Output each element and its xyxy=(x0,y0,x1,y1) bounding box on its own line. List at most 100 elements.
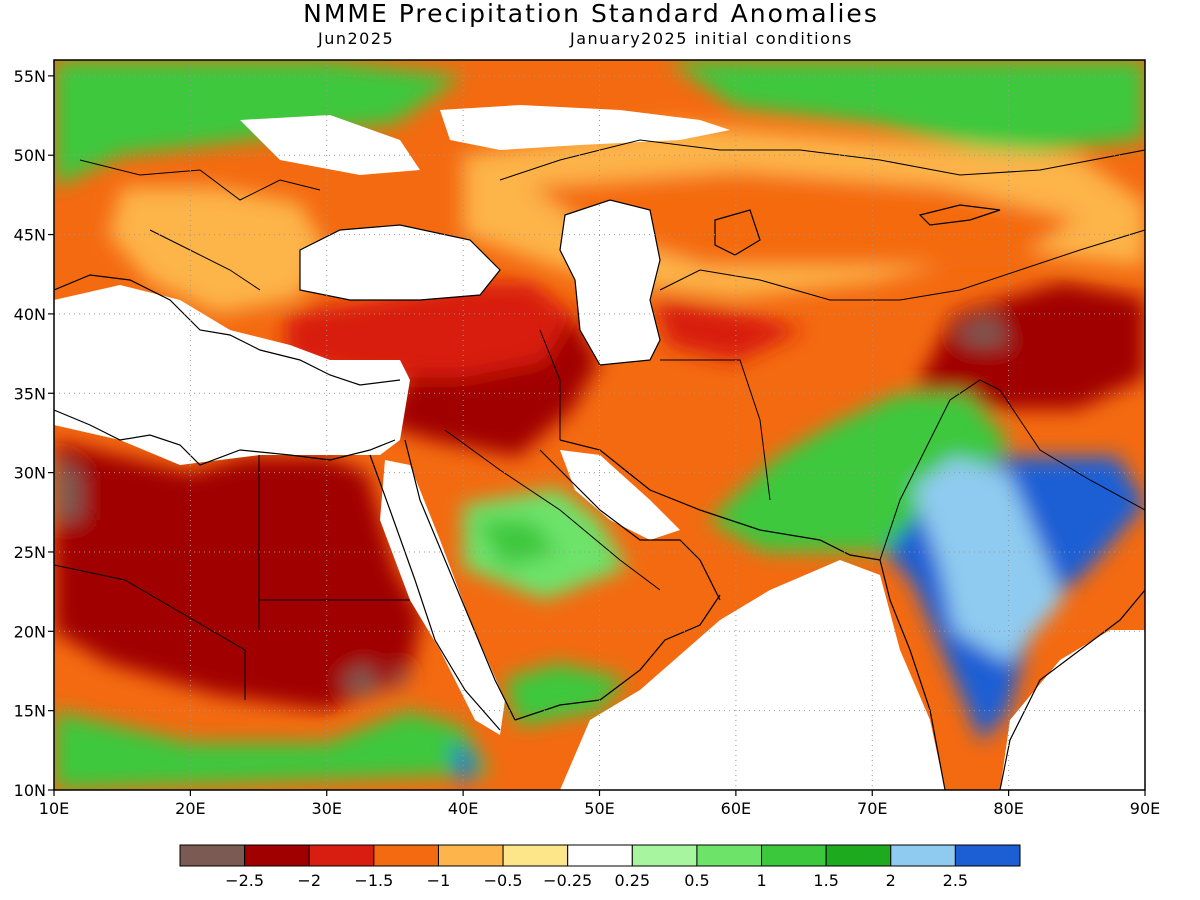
colorbar-swatch xyxy=(954,844,1021,867)
kazakh-border xyxy=(659,229,1145,301)
europe-borders xyxy=(79,159,321,291)
y-tick-label: 30N xyxy=(14,464,46,483)
red-sea-east-coast xyxy=(404,439,516,721)
region-arabia-green-2 xyxy=(476,520,559,568)
libya-chad-border xyxy=(54,564,246,700)
iran-coast xyxy=(559,439,881,561)
y-tick-label: 15N xyxy=(14,702,46,721)
gulf-coast xyxy=(539,449,721,601)
x-tick-label: 60E xyxy=(721,799,751,818)
caspian-coast xyxy=(559,199,661,366)
colorbar-label: 0.5 xyxy=(684,871,709,890)
colorbar-label: −2 xyxy=(297,871,321,890)
colorbar-label: −0.5 xyxy=(484,871,523,890)
initial-conditions-label: January2025 initial conditions xyxy=(570,29,853,48)
colorbar-label: −2.5 xyxy=(225,871,264,890)
graticule xyxy=(54,60,1145,790)
balkhash-coast xyxy=(918,204,1001,226)
x-tick-label: 90E xyxy=(1130,799,1160,818)
colorbar-label: 2.5 xyxy=(943,871,968,890)
black-sea-coast xyxy=(299,224,501,301)
region-russia-green xyxy=(667,60,1145,156)
region-central-asia-east xyxy=(913,282,1145,410)
colorbar-swatch xyxy=(825,844,892,867)
colorbar-swatch xyxy=(437,844,504,867)
coastlines xyxy=(54,199,1145,790)
y-tick-label: 40N xyxy=(14,305,46,324)
y-tick-label: 25N xyxy=(14,543,46,562)
colorbar-swatch xyxy=(373,844,439,867)
x-tick-label: 50E xyxy=(584,799,614,818)
y-tick-label: 50N xyxy=(14,146,46,165)
anomaly-regions xyxy=(54,60,1145,790)
africa-north-coast xyxy=(54,409,396,466)
borders xyxy=(54,139,1145,700)
colorbar-swatch xyxy=(502,844,569,867)
region-turkey-red xyxy=(285,282,573,378)
arabian-sea xyxy=(560,560,945,790)
colorbar-swatch xyxy=(308,844,375,867)
arabia-border xyxy=(444,429,661,591)
black-sea xyxy=(300,225,500,300)
y-tick-label: 55N xyxy=(14,67,46,86)
region-turkmenistan-red xyxy=(654,298,805,362)
x-tick-label: 30E xyxy=(312,799,342,818)
colorbar-label: 1 xyxy=(756,871,766,890)
masked-areas xyxy=(54,105,1145,790)
iran-border xyxy=(539,329,771,501)
red-sea xyxy=(380,460,505,735)
colorbar: −2.5 −2 −1.5 −1 −0.5 −0.25 0.25 0.5 1 1.5 2 2.5 xyxy=(179,844,1021,890)
colorbar-swatch xyxy=(761,844,827,867)
russia-border xyxy=(499,139,1145,181)
x-tick-label: 10E xyxy=(39,799,69,818)
region-india-lightblue xyxy=(913,456,1064,663)
y-tick-label: 20N xyxy=(14,622,46,641)
colorbar-swatch xyxy=(567,844,633,867)
colorbar-swatch xyxy=(890,844,956,867)
bay-of-bengal xyxy=(1000,630,1145,790)
map-title: NMME Precipitation Standard Anomalies xyxy=(303,0,879,28)
colorbar-swatch xyxy=(696,844,763,867)
y-tick-label: 10N xyxy=(14,781,46,800)
colorbar-label: −1.5 xyxy=(354,871,393,890)
x-tick-label: 70E xyxy=(857,799,887,818)
y-tick-label: 35N xyxy=(14,384,46,403)
region-balkans-orange xyxy=(108,187,327,314)
region-kazakhstan-core xyxy=(531,171,1077,267)
caspian-sea xyxy=(560,200,660,365)
colorbar-label: −1 xyxy=(427,871,451,890)
colorbar-label: −0.25 xyxy=(543,871,592,890)
india-west-coast xyxy=(879,559,946,790)
colorbar-label: 2 xyxy=(886,871,896,890)
mediterranean-sea xyxy=(54,285,410,465)
x-tick-label: 80E xyxy=(993,799,1023,818)
colorbar-swatch xyxy=(244,844,310,867)
colorbar-label: 1.5 xyxy=(813,871,838,890)
region-ethiopia-green xyxy=(54,710,491,790)
arabia-south-coast xyxy=(514,594,721,721)
region-ethiopia-blue xyxy=(449,742,477,790)
region-tian-shan-dark xyxy=(954,313,1009,346)
white-north-asia xyxy=(440,105,730,150)
colorbar-label: 0.25 xyxy=(614,871,650,890)
target-month-label: Jun2025 xyxy=(318,29,395,48)
x-tick-label: 40E xyxy=(448,799,478,818)
med-north-coast xyxy=(54,274,401,386)
red-sea-west-coast xyxy=(369,454,501,731)
region-sudan-dark-2 xyxy=(394,663,409,695)
map-area xyxy=(54,60,1145,790)
x-axis: 10E 20E 30E 40E 50E 60E 70E 80E 90E xyxy=(39,790,1160,818)
white-north-europe xyxy=(240,115,420,175)
y-tick-label: 45N xyxy=(14,226,46,245)
himalaya-border xyxy=(999,389,1145,511)
region-n-africa-core xyxy=(54,440,423,711)
aral-sea-coast xyxy=(714,209,761,256)
region-sudan-dark xyxy=(340,663,382,695)
y-axis: 10N 15N 20N 25N 30N 35N 40N 45N 50N 55N xyxy=(14,67,54,800)
x-tick-label: 20E xyxy=(175,799,205,818)
pakistan-india-border xyxy=(879,379,1001,561)
colorbar-swatch xyxy=(179,844,246,867)
colorbar-swatch xyxy=(631,844,698,867)
india-east-coast xyxy=(999,589,1145,790)
